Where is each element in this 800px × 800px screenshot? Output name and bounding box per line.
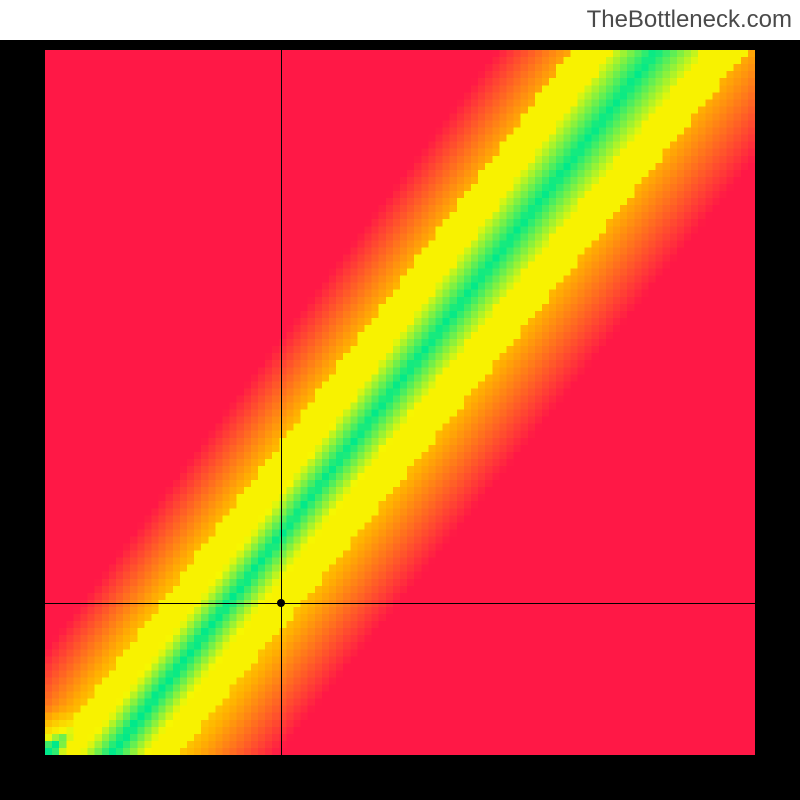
- chart-outer: [0, 40, 800, 800]
- heatmap-canvas: [45, 50, 755, 755]
- plot-area: [45, 50, 755, 755]
- marker-dot: [277, 599, 285, 607]
- crosshair-vertical: [281, 50, 282, 755]
- crosshair-horizontal: [45, 603, 755, 604]
- watermark-text: TheBottleneck.com: [587, 6, 792, 34]
